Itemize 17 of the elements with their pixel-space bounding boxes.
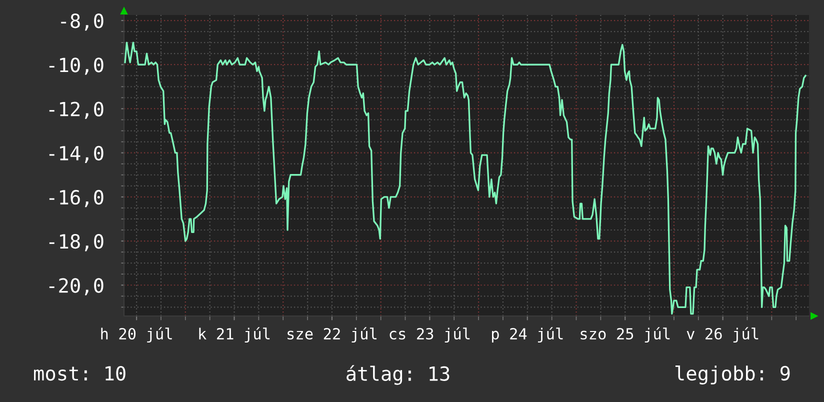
y-tick-label: -10,0 bbox=[49, 58, 104, 75]
y-tick-label: -18,0 bbox=[49, 234, 104, 252]
text: legjobb: 9 bbox=[675, 365, 790, 385]
x-tick-label: szo 25 júl bbox=[580, 327, 670, 343]
x-tick-label: p 24 júl bbox=[492, 327, 563, 343]
x-tick-label: sze 22 júl bbox=[288, 327, 376, 343]
y-tick-label: -16,0 bbox=[49, 190, 104, 208]
y-tick-label: -12,0 bbox=[49, 102, 104, 119]
x-tick-label: k 21 júl bbox=[199, 327, 270, 343]
x-tick-label: cs 23 júl bbox=[390, 327, 470, 343]
text: átlag: 13 bbox=[346, 365, 450, 385]
y-tick-label: -14,0 bbox=[49, 146, 104, 163]
y-tick-label: -8,0 bbox=[61, 14, 104, 31]
text: most: 10 bbox=[34, 366, 126, 381]
y-tick-label: -20,0 bbox=[49, 278, 104, 296]
x-tick-label: v 26 júl bbox=[686, 327, 758, 343]
x-tick-label: h 20 júl bbox=[101, 327, 172, 343]
